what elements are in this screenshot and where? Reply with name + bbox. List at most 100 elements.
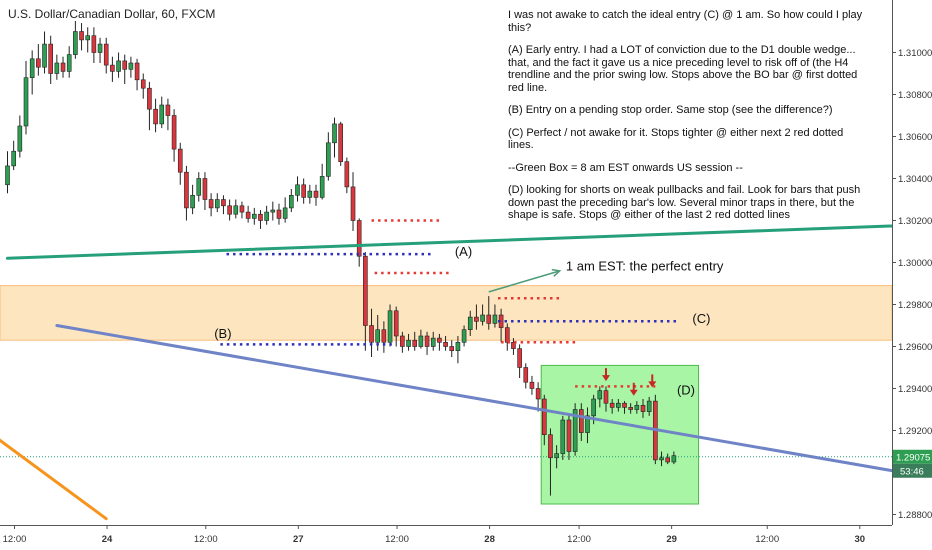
candle-body [646, 400, 652, 412]
price-tick-label: 1.31000 [898, 48, 932, 59]
blue-trendline [55, 324, 929, 479]
candle-body [227, 205, 232, 215]
candle-body [17, 125, 23, 152]
label-a: (A) [455, 244, 472, 259]
candle-body [535, 388, 541, 400]
candle-body [523, 367, 529, 383]
candle-body [36, 58, 41, 68]
candle-body [208, 199, 214, 209]
candle-body [579, 409, 584, 433]
last-price-label: 1.29075 [896, 452, 930, 463]
candle-body [622, 402, 627, 408]
candle-body [5, 165, 10, 186]
countdown-label: 53:46 [900, 466, 924, 477]
time-tick-label: 27 [293, 534, 304, 545]
candle-body [159, 104, 165, 125]
label-b: (B) [214, 326, 231, 341]
candle-body [177, 148, 183, 173]
candle-body [437, 337, 442, 343]
candle-body [171, 115, 177, 150]
candle-body [443, 341, 448, 347]
analysis-note: I was not awake to catch the ideal entry… [508, 9, 864, 232]
candle-body [23, 77, 29, 127]
candle-body [66, 54, 72, 72]
candle-body [597, 390, 603, 400]
candle-body [449, 346, 455, 351]
candle-body [461, 329, 467, 343]
down-arrow-head [629, 389, 638, 396]
candle-body [467, 316, 473, 331]
candle-body [430, 337, 436, 347]
candle-body [424, 335, 430, 347]
candle-body [400, 335, 405, 347]
candle-body [338, 123, 343, 163]
candle-body [73, 31, 78, 55]
price-tick-label: 1.30800 [898, 90, 932, 101]
down-arrow-head [648, 381, 657, 388]
candle-body [529, 381, 535, 389]
candle-body [474, 316, 479, 322]
orange-zone [0, 285, 893, 341]
price-tick-label: 1.29200 [898, 426, 932, 437]
price-tick-label: 1.30600 [898, 132, 932, 143]
candle-body [480, 314, 485, 322]
candle-body [147, 87, 152, 110]
candle-body [196, 178, 202, 196]
candle-body [369, 325, 374, 343]
candle-body [350, 186, 356, 221]
chart-title: U.S. Dollar/Canadian Dollar, 60, FXCM [8, 7, 216, 21]
candle-body [492, 314, 498, 324]
candle-body [406, 339, 411, 347]
candle-body [301, 184, 306, 198]
note-paragraph: --Green Box = 8 am EST onwards US sessio… [508, 161, 743, 174]
candle-body [184, 171, 189, 209]
candle-body [295, 184, 300, 196]
candle-body [258, 213, 263, 221]
candle-body [270, 209, 276, 213]
entry-arrow [488, 270, 560, 293]
time-tick-label: 12:00 [3, 534, 27, 545]
price-tick-label: 1.30000 [898, 258, 932, 269]
candle-body [640, 404, 646, 412]
candle-body [585, 415, 590, 433]
price-tick-label: 1.29600 [898, 342, 932, 353]
note-paragraph: (C) Perfect / not awake for it. Stops ti… [508, 126, 844, 152]
price-tick-label: 1.30200 [898, 216, 932, 227]
candle-body [60, 62, 66, 72]
note-paragraph: (D) looking for shorts on weak pullbacks… [508, 184, 861, 221]
label-c: (C) [692, 311, 710, 326]
candle-body [591, 398, 596, 417]
candle-body [233, 205, 239, 215]
time-tick-label: 12:00 [755, 534, 779, 545]
label-entry: 1 am EST: the perfect entry [566, 259, 724, 274]
candle-body [282, 207, 288, 219]
candle-body [42, 43, 47, 68]
candle-body [566, 419, 572, 452]
candle-body [363, 255, 368, 326]
down-arrow-head [601, 375, 610, 382]
candle-body [344, 161, 350, 188]
candle-body [548, 434, 553, 459]
candle-body [603, 390, 609, 404]
candle-body [202, 178, 208, 200]
candle-body [609, 402, 615, 408]
candle-body [153, 108, 158, 125]
time-tick-label: 24 [102, 534, 113, 545]
label-d: (D) [677, 383, 695, 398]
candle-body [97, 43, 103, 53]
time-tick-label: 12:00 [194, 534, 218, 545]
candle-body [245, 211, 251, 219]
candle-body [190, 195, 195, 209]
candle-body [91, 35, 97, 53]
candle-body [54, 62, 60, 74]
entry-arrow-head [551, 268, 562, 277]
candle-body [276, 209, 282, 219]
candle-body [103, 43, 109, 66]
candle-body [122, 60, 128, 70]
plot-area: (A) (B) (C) (D) 1 am EST: the perfect entry [0, 21, 929, 521]
countdown-tag [893, 463, 932, 478]
candle-body [264, 211, 269, 221]
candle-body [313, 190, 319, 198]
